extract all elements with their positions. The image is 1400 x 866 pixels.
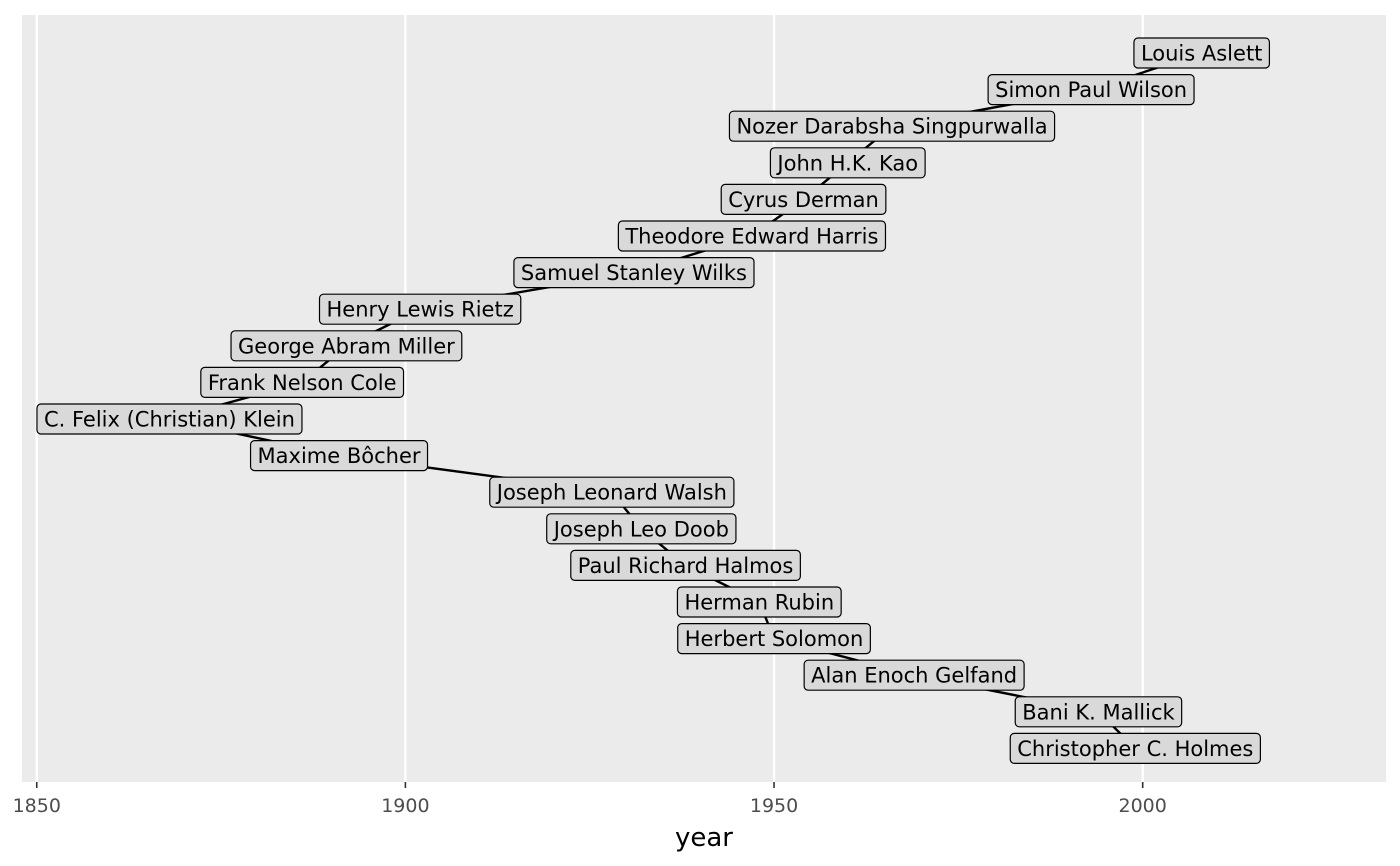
node-label-group: Henry Lewis Rietz bbox=[318, 293, 522, 325]
node-label: Joseph Leonard Walsh bbox=[495, 481, 727, 505]
node-label: Herbert Solomon bbox=[685, 627, 864, 651]
node-label-box bbox=[200, 366, 405, 398]
plot-panel bbox=[22, 15, 1386, 782]
node-label-box bbox=[803, 659, 1025, 691]
node-label: Cyrus Derman bbox=[728, 188, 879, 212]
node-label-group: Theodore Edward Harris bbox=[617, 220, 887, 252]
node-label-group: Nozer Darabsha Singpurwalla bbox=[728, 110, 1056, 142]
x-tick-label: 1950 bbox=[750, 795, 798, 817]
node-label-box bbox=[513, 257, 755, 289]
node-label-box bbox=[570, 549, 801, 582]
node-label: C. Felix (Christian) Klein bbox=[44, 408, 295, 432]
node-label-group: Maxime Bôcher bbox=[249, 440, 429, 472]
node-label-group: Alan Enoch Gelfand bbox=[803, 659, 1025, 691]
node-label: Alan Enoch Gelfand bbox=[811, 664, 1017, 688]
node-label-box bbox=[230, 330, 463, 362]
node-label: George Abram Miller bbox=[238, 334, 455, 358]
node-label-group: Joseph Leonard Walsh bbox=[489, 476, 735, 508]
x-tick-label: 1850 bbox=[13, 795, 61, 817]
node-label-group: John H.K. Kao bbox=[769, 147, 926, 179]
node-label-group: Louis Aslett bbox=[1133, 37, 1271, 69]
node-label: Joseph Leo Doob bbox=[552, 517, 729, 541]
x-axis: 1850 1900 1950 2000 bbox=[13, 782, 1167, 817]
node-label-group: Christopher C. Holmes bbox=[1009, 732, 1261, 765]
node-label-box bbox=[249, 440, 429, 472]
node-label: John H.K. Kao bbox=[775, 151, 918, 175]
node-label: Simon Paul Wilson bbox=[995, 78, 1187, 102]
x-axis-title: year bbox=[675, 823, 733, 853]
node-label-group: Paul Richard Halmos bbox=[570, 549, 801, 582]
node-label-box bbox=[546, 513, 737, 545]
node-label: Paul Richard Halmos bbox=[578, 554, 794, 578]
node-label-box bbox=[677, 622, 871, 655]
node-label-group: Simon Paul Wilson bbox=[987, 73, 1195, 106]
node-label-box bbox=[318, 293, 522, 325]
node-label: Maxime Bôcher bbox=[258, 444, 421, 468]
node-label-group: Bani K. Mallick bbox=[1014, 696, 1183, 728]
node-label: Christopher C. Holmes bbox=[1017, 737, 1253, 761]
node-labels: Louis Aslett Simon Paul Wilson Nozer Darab… bbox=[36, 37, 1271, 765]
node-label-box bbox=[987, 73, 1195, 106]
node-label: Louis Aslett bbox=[1141, 42, 1262, 66]
node-label: Theodore Edward Harris bbox=[624, 225, 878, 249]
node-label: Samuel Stanley Wilks bbox=[521, 261, 747, 285]
node-label-group: Herbert Solomon bbox=[677, 622, 871, 655]
node-label-group: Herman Rubin bbox=[676, 586, 842, 618]
node-label-box bbox=[720, 183, 887, 215]
node-label-box bbox=[1133, 37, 1271, 69]
node-label: Herman Rubin bbox=[684, 591, 834, 615]
node-label-group: Samuel Stanley Wilks bbox=[513, 257, 755, 289]
node-label: Nozer Darabsha Singpurwalla bbox=[736, 115, 1047, 139]
x-tick-label: 1900 bbox=[381, 795, 429, 817]
node-label-group: Joseph Leo Doob bbox=[546, 513, 737, 545]
node-label: Frank Nelson Cole bbox=[208, 371, 397, 395]
node-label-group: Cyrus Derman bbox=[720, 183, 887, 215]
node-label-group: George Abram Miller bbox=[230, 330, 463, 362]
node-label-box bbox=[676, 586, 842, 618]
node-label: Henry Lewis Rietz bbox=[327, 298, 514, 322]
node-label-box bbox=[728, 110, 1056, 142]
x-tick-label: 2000 bbox=[1119, 795, 1167, 817]
node-label-box bbox=[489, 476, 735, 508]
node-label-group: Frank Nelson Cole bbox=[200, 366, 405, 398]
node-label-group: C. Felix (Christian) Klein bbox=[36, 403, 303, 435]
node-label-box bbox=[1009, 732, 1261, 765]
node-label-box bbox=[1014, 696, 1183, 728]
gridlines bbox=[35, 15, 1144, 782]
node-label: Bani K. Mallick bbox=[1022, 700, 1175, 724]
node-label-box bbox=[36, 403, 303, 435]
node-label-box bbox=[769, 147, 926, 179]
node-label-box bbox=[617, 220, 887, 252]
